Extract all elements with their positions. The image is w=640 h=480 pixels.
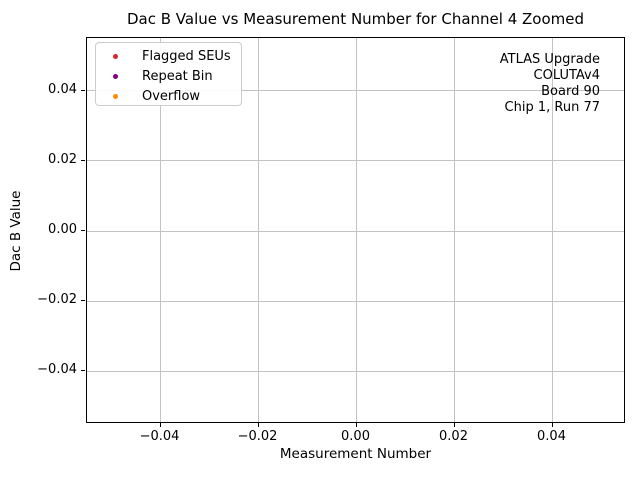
y-tick-label: 0.02 — [48, 151, 77, 167]
legend-marker-icon — [113, 93, 118, 99]
gridline-vertical — [356, 38, 357, 422]
y-tick-mark — [81, 300, 85, 302]
gridline-vertical — [160, 38, 161, 422]
gridline-vertical — [552, 38, 553, 422]
y-tick-label: 0.04 — [48, 81, 77, 97]
gridline-horizontal — [87, 370, 624, 372]
annotation-text: ATLAS Upgrade COLUTAv4 Board 90 Chip 1, Run… — [300, 52, 600, 116]
y-tick-mark — [81, 89, 85, 91]
annotation-line: COLUTAv4 — [533, 68, 600, 83]
y-axis-label: Dac B Value — [8, 190, 24, 272]
legend-marker-icon — [113, 53, 118, 59]
x-tick-label: 0.02 — [439, 429, 468, 444]
y-tick-mark — [81, 230, 85, 231]
x-tick-mark — [453, 423, 455, 427]
y-tick-label: 0.00 — [48, 222, 77, 237]
x-tick-label: 0.00 — [341, 429, 370, 444]
legend-item-label: Repeat Bin — [142, 68, 213, 84]
annotation-line: ATLAS Upgrade — [499, 52, 600, 67]
x-tick-mark — [355, 423, 357, 427]
x-tick-label: 0.04 — [537, 429, 566, 444]
legend-item-label: Flagged SEUs — [142, 48, 231, 64]
y-tick-label: −0.04 — [37, 362, 77, 378]
y-tick-label: −0.02 — [37, 292, 77, 308]
gridline-horizontal — [87, 160, 624, 162]
gridline-horizontal — [87, 230, 624, 232]
x-axis-label: Measurement Number — [279, 446, 432, 462]
x-tick-label: −0.04 — [139, 429, 180, 444]
legend-item-label: Overflow — [142, 88, 201, 104]
y-tick-mark — [81, 159, 85, 161]
gridline-vertical — [454, 38, 455, 422]
x-tick-mark — [257, 423, 259, 427]
legend-items: Flagged SEUs Repeat Bin Overflow — [96, 46, 241, 106]
legend: Flagged SEUs Repeat Bin Overflow — [95, 42, 242, 106]
annotation-line: Chip 1, Run 77 — [504, 100, 600, 115]
gridline-vertical — [258, 38, 259, 422]
gridline-horizontal — [87, 90, 624, 92]
x-tick-mark — [159, 423, 161, 427]
legend-item-overflow: Overflow — [96, 86, 241, 106]
legend-marker-icon — [113, 73, 118, 79]
x-tick-label: −0.02 — [237, 429, 278, 444]
annotation-line: Board 90 — [541, 84, 600, 99]
x-tick-mark — [551, 423, 553, 427]
chart-title: Dac B Value vs Measurement Number for Ch… — [126, 10, 585, 28]
legend-item-flagged-seus: Flagged SEUs — [96, 46, 241, 66]
y-tick-mark — [81, 370, 85, 372]
legend-item-repeat-bin: Repeat Bin — [96, 66, 241, 86]
gridline-horizontal — [87, 300, 624, 302]
